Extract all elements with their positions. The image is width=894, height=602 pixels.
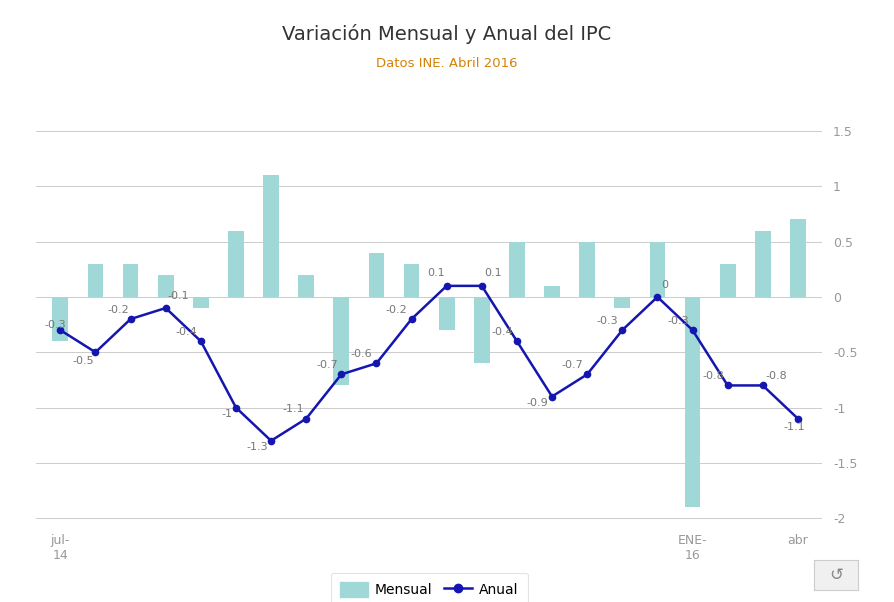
Bar bbox=[685, 297, 700, 507]
Legend: Mensual, Anual: Mensual, Anual bbox=[331, 573, 527, 602]
Bar bbox=[228, 231, 244, 297]
Text: -0.7: -0.7 bbox=[561, 360, 583, 370]
Text: -0.4: -0.4 bbox=[176, 327, 198, 337]
Text: -0.8: -0.8 bbox=[765, 371, 788, 381]
Bar bbox=[333, 297, 350, 385]
Bar bbox=[158, 275, 173, 297]
Text: 0: 0 bbox=[661, 281, 668, 290]
Text: -0.8: -0.8 bbox=[702, 371, 724, 381]
Text: -0.3: -0.3 bbox=[596, 315, 619, 326]
Text: -1.1: -1.1 bbox=[783, 422, 805, 432]
Text: -0.9: -0.9 bbox=[527, 397, 548, 408]
Bar bbox=[122, 264, 139, 297]
Text: 0.1: 0.1 bbox=[485, 268, 502, 278]
Bar bbox=[439, 297, 454, 330]
Text: -0.2: -0.2 bbox=[107, 305, 129, 315]
Bar bbox=[404, 264, 419, 297]
Text: -0.5: -0.5 bbox=[72, 356, 94, 365]
Text: Datos INE. Abril 2016: Datos INE. Abril 2016 bbox=[376, 57, 518, 70]
Text: -1.1: -1.1 bbox=[282, 404, 304, 414]
Bar bbox=[53, 297, 68, 341]
Bar bbox=[650, 241, 665, 297]
Text: ↺: ↺ bbox=[829, 566, 843, 584]
Text: -0.1: -0.1 bbox=[167, 291, 190, 302]
Text: -0.3: -0.3 bbox=[45, 320, 66, 330]
Bar bbox=[474, 297, 490, 364]
Text: -0.3: -0.3 bbox=[667, 315, 688, 326]
Bar bbox=[614, 297, 630, 308]
Bar bbox=[263, 175, 279, 297]
Bar bbox=[368, 253, 384, 297]
Bar bbox=[579, 241, 595, 297]
Bar bbox=[755, 231, 771, 297]
Text: -0.6: -0.6 bbox=[350, 349, 373, 359]
Bar bbox=[88, 264, 104, 297]
Text: -0.7: -0.7 bbox=[316, 360, 338, 370]
Bar bbox=[509, 241, 525, 297]
Text: -0.2: -0.2 bbox=[386, 305, 408, 315]
Bar bbox=[193, 297, 208, 308]
Bar bbox=[299, 275, 314, 297]
Bar bbox=[790, 220, 805, 297]
Text: -1: -1 bbox=[222, 409, 232, 418]
Text: Variación Mensual y Anual del IPC: Variación Mensual y Anual del IPC bbox=[283, 24, 611, 44]
Bar bbox=[720, 264, 736, 297]
Text: -1.3: -1.3 bbox=[247, 442, 268, 452]
Text: 0.1: 0.1 bbox=[427, 268, 445, 278]
Bar bbox=[544, 286, 560, 297]
Text: -0.4: -0.4 bbox=[492, 327, 513, 337]
